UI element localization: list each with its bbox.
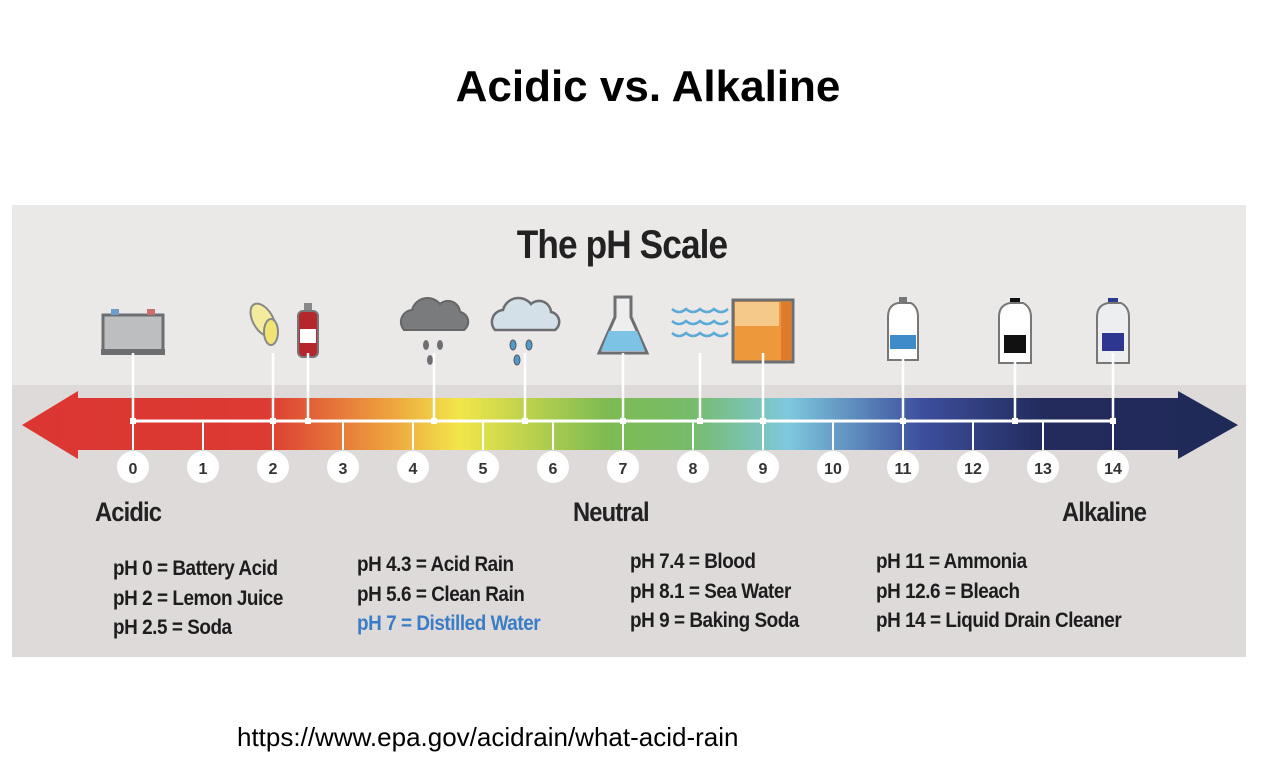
tick-label: 10 xyxy=(824,461,842,478)
legend-item: pH 8.1 = Sea Water xyxy=(630,579,791,603)
acid-rain-cloud-icon xyxy=(399,297,470,365)
tick-label: 8 xyxy=(689,461,698,478)
marker-dot xyxy=(697,418,703,424)
tick-label: 1 xyxy=(199,461,208,478)
tick-circle xyxy=(1027,451,1059,483)
legend-item: pH 5.6 = Clean Rain xyxy=(357,582,525,606)
tick-circle xyxy=(467,451,499,483)
tick-circle xyxy=(1097,451,1129,483)
marker-dot xyxy=(522,418,528,424)
ph-scale-infographic: The pH Scale 0 1 2 3 4 5 6 7 8 9 10 11 12 13 14 Acidic… xyxy=(12,205,1246,657)
tick-circle xyxy=(607,451,639,483)
acidic-label: Acidic xyxy=(95,497,162,527)
legend-item: pH 2 = Lemon Juice xyxy=(113,586,283,610)
tick-label: 6 xyxy=(549,461,558,478)
flask-icon xyxy=(596,295,650,355)
marker-dot xyxy=(305,418,311,424)
legend-item: pH 11 = Ammonia xyxy=(876,550,1027,573)
tick-circle xyxy=(537,451,569,483)
bleach-bottle-icon xyxy=(998,298,1032,364)
alkaline-label: Alkaline xyxy=(1062,497,1147,527)
tick-circle xyxy=(957,451,989,483)
clean-rain-cloud-icon xyxy=(490,296,561,366)
tick-label: 12 xyxy=(964,461,982,478)
scale-title: The pH Scale xyxy=(516,223,728,267)
ph-scale-graphic: 0 1 2 3 4 5 6 7 8 9 10 11 12 13 14 xyxy=(22,295,1238,483)
tick-label: 11 xyxy=(895,461,912,478)
tick-circle xyxy=(677,451,709,483)
tick-circle xyxy=(187,451,219,483)
tick-label: 5 xyxy=(479,461,488,478)
lemon-icon xyxy=(249,302,279,346)
legend-item: pH 0 = Battery Acid xyxy=(113,557,278,580)
legend-item: pH 14 = Liquid Drain Cleaner xyxy=(876,609,1122,632)
tick-circle xyxy=(887,451,919,483)
marker-dot xyxy=(1012,418,1018,424)
tick-circle xyxy=(117,451,149,483)
legend-item: pH 7.4 = Blood xyxy=(630,550,756,573)
slide-title: Acidic vs. Alkaline xyxy=(455,62,841,111)
tick-label: 0 xyxy=(129,461,138,478)
tick-label: 14 xyxy=(1104,461,1122,478)
legend-column-1: pH 0 = Battery Acid pH 2 = Lemon Juice p… xyxy=(113,557,283,646)
tick-circle xyxy=(257,451,289,483)
sea-water-icon xyxy=(671,307,729,338)
soda-bottle-icon xyxy=(297,303,319,358)
legend-item: pH 4.3 = Acid Rain xyxy=(357,553,514,576)
tick-circle xyxy=(817,451,849,483)
tick-label: 7 xyxy=(619,461,628,478)
legend-item: pH 2.5 = Soda xyxy=(113,616,232,639)
tick-circle xyxy=(327,451,359,483)
tick-label: 13 xyxy=(1034,461,1052,478)
marker-dot xyxy=(431,418,437,424)
ammonia-bottle-icon xyxy=(887,297,919,361)
neutral-label: Neutral xyxy=(573,497,650,527)
legend-item: pH 9 = Baking Soda xyxy=(630,609,799,632)
baking-soda-box-icon xyxy=(731,298,795,364)
battery-icon xyxy=(101,309,165,355)
ph-gradient-arrow xyxy=(22,391,1238,459)
tick-label: 9 xyxy=(759,461,768,478)
tick-circle xyxy=(397,451,429,483)
tick-circle xyxy=(747,451,779,483)
tick-label: 3 xyxy=(339,461,348,478)
tick-label: 4 xyxy=(409,461,418,478)
legend-column-3: pH 7.4 = Blood pH 8.1 = Sea Water pH 9 =… xyxy=(630,550,799,639)
source-url: https://www.epa.gov/acidrain/what-acid-r… xyxy=(237,722,739,752)
legend-item-highlight: pH 7 = Distilled Water xyxy=(357,612,541,635)
legend-item: pH 12.6 = Bleach xyxy=(876,579,1020,603)
panel-top-band xyxy=(12,205,1246,385)
legend-column-4: pH 11 = Ammonia pH 12.6 = Bleach pH 14 =… xyxy=(876,550,1122,639)
legend-column-2: pH 4.3 = Acid Rain pH 5.6 = Clean Rain p… xyxy=(357,553,541,642)
drain-cleaner-bottle-icon xyxy=(1096,298,1130,364)
tick-label: 2 xyxy=(269,461,278,478)
